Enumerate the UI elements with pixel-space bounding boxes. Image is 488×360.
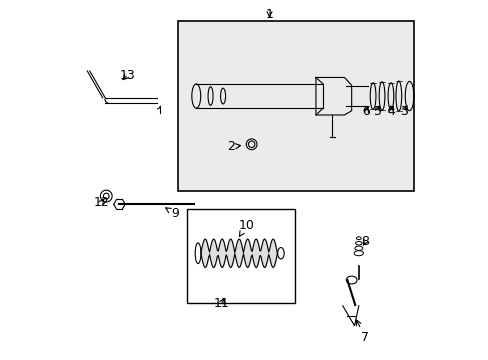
Text: 5: 5	[373, 104, 381, 118]
Text: 6: 6	[362, 104, 369, 118]
Text: 2: 2	[226, 140, 240, 153]
Bar	[187, 208, 294, 303]
Text: 13: 13	[119, 69, 135, 82]
Bar	[178, 21, 413, 191]
Text: 11: 11	[213, 297, 229, 310]
Text: 9: 9	[165, 207, 179, 220]
Text: 4: 4	[386, 104, 394, 118]
Text: 1: 1	[265, 9, 273, 22]
Text: 7: 7	[356, 320, 368, 344]
Text: 8: 8	[361, 235, 368, 248]
Text: 10: 10	[238, 219, 254, 237]
Text: 12: 12	[94, 195, 109, 209]
Text: 3: 3	[399, 104, 407, 118]
